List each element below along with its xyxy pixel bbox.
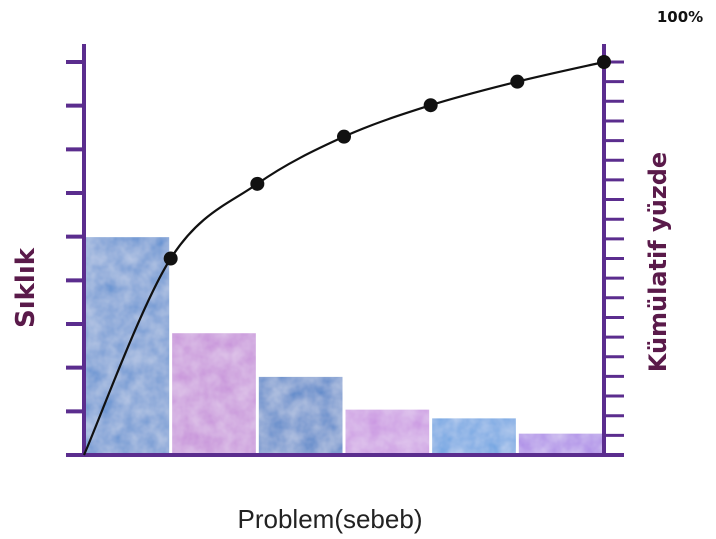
x-axis-label: Problem(sebeb) bbox=[238, 504, 423, 534]
cumulative-curve bbox=[82, 55, 611, 456]
bar-2 bbox=[171, 332, 257, 456]
bar-5 bbox=[431, 417, 517, 456]
cumulative-point-6 bbox=[597, 55, 611, 69]
y2-axis-label: Kümülatif yüzde bbox=[644, 152, 672, 372]
cumulative-point-5 bbox=[510, 74, 525, 89]
axes bbox=[66, 44, 624, 457]
bars bbox=[84, 236, 604, 456]
bar-3 bbox=[257, 375, 344, 456]
bar-4 bbox=[344, 408, 431, 456]
cumulative-point-3 bbox=[337, 129, 351, 144]
cumulative-point-1 bbox=[163, 251, 178, 266]
cumulative-point-2 bbox=[250, 176, 265, 191]
labels: Sıklık Kümülatif yüzde Problem(sebeb) 10… bbox=[11, 8, 703, 534]
y-axis-label: Sıklık bbox=[11, 247, 41, 328]
cumulative-point-4 bbox=[423, 98, 438, 113]
y2-top-label: 100% bbox=[657, 8, 703, 26]
bar-6 bbox=[517, 432, 604, 456]
